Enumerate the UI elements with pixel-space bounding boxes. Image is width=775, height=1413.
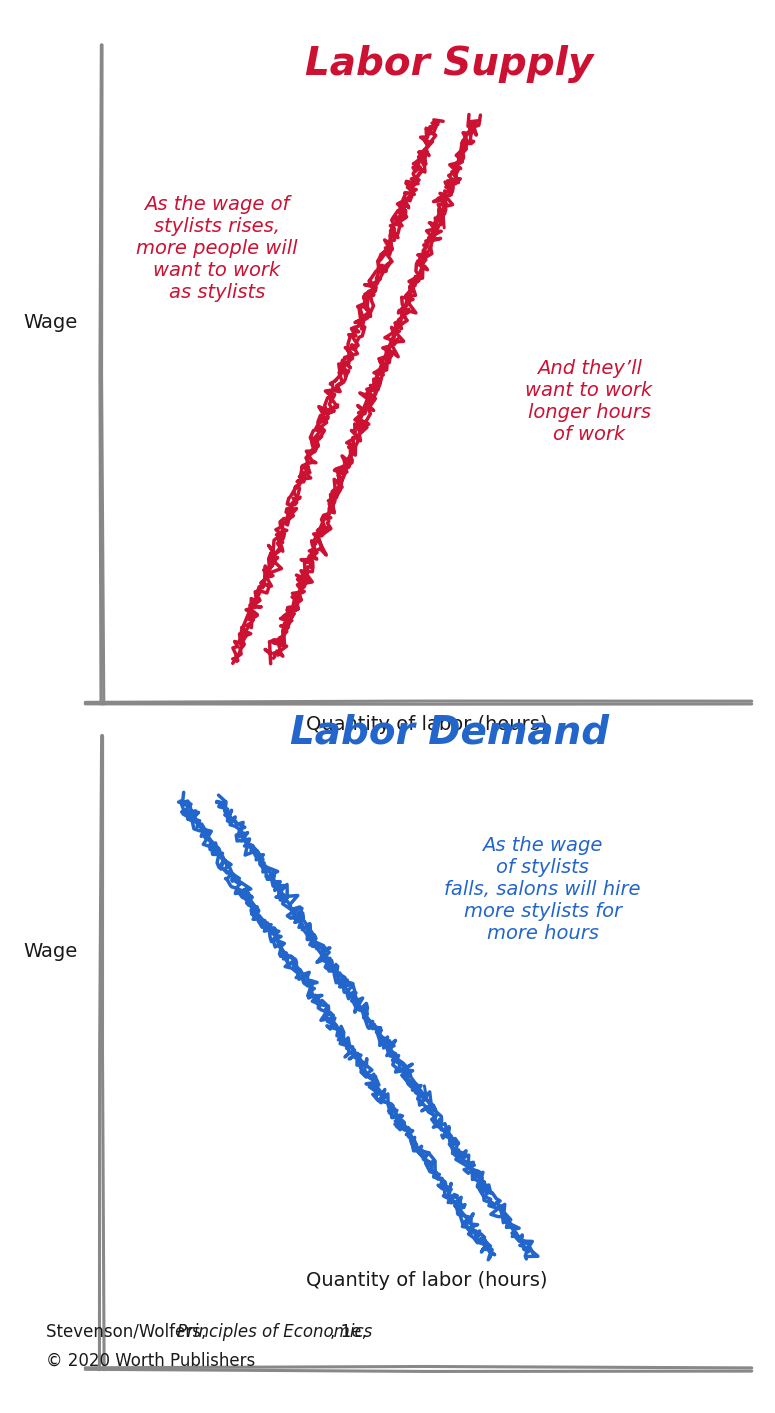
Text: Labor Demand: Labor Demand <box>290 714 609 752</box>
Text: As the wage of
stylists rises,
more people will
want to work
as stylists: As the wage of stylists rises, more peop… <box>136 195 298 302</box>
Text: Quantity of labor (hours): Quantity of labor (hours) <box>305 715 547 733</box>
Text: © 2020 Worth Publishers: © 2020 Worth Publishers <box>46 1352 256 1369</box>
Text: Principles of Economics: Principles of Economics <box>177 1323 372 1341</box>
Text: Wage: Wage <box>23 942 78 961</box>
Text: Stevenson/Wolfers,: Stevenson/Wolfers, <box>46 1323 212 1341</box>
Text: As the wage
of stylists
falls, salons will hire
more stylists for
more hours: As the wage of stylists falls, salons wi… <box>444 836 641 944</box>
Text: Wage: Wage <box>23 312 78 332</box>
Text: Quantity of labor (hours): Quantity of labor (hours) <box>305 1272 547 1290</box>
Text: And they’ll
want to work
longer hours
of work: And they’ll want to work longer hours of… <box>525 359 653 445</box>
Text: , 1e,: , 1e, <box>330 1323 367 1341</box>
Text: Labor Supply: Labor Supply <box>305 45 594 83</box>
